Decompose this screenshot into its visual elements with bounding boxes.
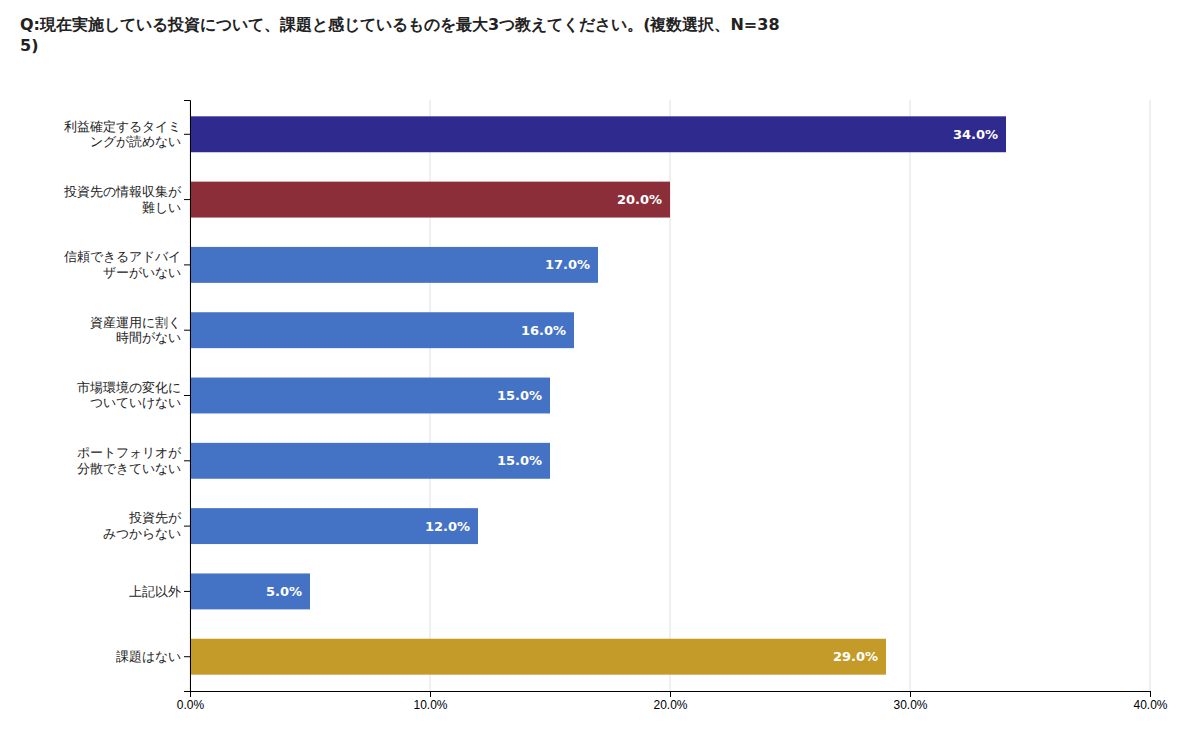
y-tick-label: 上記以外 xyxy=(129,584,181,599)
bar xyxy=(190,639,886,675)
x-tick: 10.0% xyxy=(413,691,447,712)
bar xyxy=(190,573,310,609)
data-label: 34.0% xyxy=(953,127,998,142)
data-label: 15.0% xyxy=(497,388,542,403)
y-tick-mark xyxy=(184,199,190,200)
y-tick-mark xyxy=(184,330,190,331)
y-tick-label: 投資先の情報収集が難しい xyxy=(63,184,182,215)
y-tick-mark xyxy=(184,395,190,396)
y-tick: 投資先がみつからない xyxy=(103,510,190,541)
data-label: 29.0% xyxy=(833,649,878,664)
x-tick: 40.0% xyxy=(1133,691,1167,712)
x-tick: 0.0% xyxy=(177,691,205,712)
y-tick-mark xyxy=(184,591,190,592)
x-tick-label: 10.0% xyxy=(413,698,447,712)
y-tick-mark xyxy=(184,526,190,527)
x-tick-label: 30.0% xyxy=(893,698,927,712)
y-tick-label: 市場環境の変化についていけない xyxy=(77,380,181,411)
grid-line xyxy=(1150,100,1151,691)
y-tick: 信頼できるアドバイザーがいない xyxy=(64,249,190,280)
y-tick-label: 課題はない xyxy=(116,649,181,664)
x-tick-mark xyxy=(910,691,911,697)
y-tick-label: 信頼できるアドバイザーがいない xyxy=(64,249,181,280)
data-label: 20.0% xyxy=(617,192,662,207)
plot: 0.0% 10.0% 20.0% 30.0% 40.0% 利益確定するタイミングが読めない… xyxy=(63,100,1168,712)
bar xyxy=(190,508,478,544)
data-labels: 34.0% 20.0% 17.0% 16.0% 15.0% 15.0% 12.0% 5.0% 2… xyxy=(266,127,998,664)
bar xyxy=(190,443,550,479)
data-label: 16.0% xyxy=(521,323,566,338)
y-tick-mark xyxy=(184,134,190,135)
grid-line xyxy=(910,100,911,691)
y-tick: 課題はない xyxy=(116,649,190,664)
x-tick-label: 20.0% xyxy=(653,698,687,712)
y-tick: 資産運用に割く時間がない xyxy=(90,315,190,346)
data-label: 5.0% xyxy=(266,584,302,599)
chart: Q:現在実施している投資について、課題と感じているものを最大3つ教えてください。… xyxy=(0,0,1200,741)
data-label: 15.0% xyxy=(497,453,542,468)
bars xyxy=(190,116,1006,674)
bar xyxy=(190,182,670,218)
y-tick-mark xyxy=(184,264,190,265)
y-tick-mark xyxy=(184,460,190,461)
y-tick: 上記以外 xyxy=(129,584,190,599)
x-tick-mark xyxy=(430,691,431,697)
y-tick-mark xyxy=(184,656,190,657)
y-tick: ポートフォリオが分散できていない xyxy=(77,445,190,476)
bar xyxy=(190,312,574,348)
y-tick-label: 利益確定するタイミングが読めない xyxy=(64,119,181,150)
y-axis: 利益確定するタイミングが読めない投資先の情報収集が難しい信頼できるアドバイザーが… xyxy=(63,101,191,692)
x-tick: 30.0% xyxy=(893,691,927,712)
x-axis-line xyxy=(191,692,1151,698)
x-tick-label: 0.0% xyxy=(177,698,205,712)
x-tick: 20.0% xyxy=(653,691,687,712)
bar xyxy=(190,116,1006,152)
bar xyxy=(190,247,598,283)
y-tick-label: 資産運用に割く時間がない xyxy=(90,315,181,346)
y-tick-label: ポートフォリオが分散できていない xyxy=(77,445,182,476)
x-tick-mark xyxy=(670,691,671,697)
data-label: 17.0% xyxy=(545,257,590,272)
y-tick: 投資先の情報収集が難しい xyxy=(63,184,190,215)
x-tick-label: 40.0% xyxy=(1133,698,1167,712)
x-axis: 0.0% 10.0% 20.0% 30.0% 40.0% xyxy=(177,691,1168,712)
bar xyxy=(190,378,550,414)
data-label: 12.0% xyxy=(425,519,470,534)
title: Q:現在実施している投資について、課題と感じているものを最大3つ教えてください。… xyxy=(20,15,780,55)
y-axis-line xyxy=(184,101,191,692)
y-tick: 利益確定するタイミングが読めない xyxy=(64,119,190,150)
y-tick: 市場環境の変化についていけない xyxy=(77,380,190,411)
y-tick-label: 投資先がみつからない xyxy=(103,510,182,541)
x-tick-mark xyxy=(1150,691,1151,697)
grid xyxy=(190,100,1150,691)
